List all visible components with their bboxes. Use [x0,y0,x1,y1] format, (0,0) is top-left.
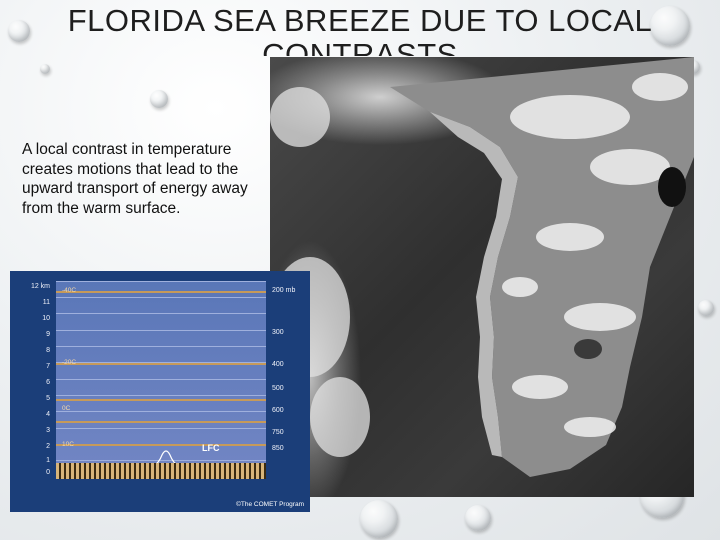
height-label: 12 km [30,283,50,290]
isotherm-line [56,291,266,293]
diagram-plot-area [56,281,266,477]
atmospheric-profile-diagram: 12 km 11 10 9 8 7 6 5 4 3 2 1 0 -40C -20… [10,271,310,512]
height-label: 1 [46,457,50,464]
water-droplet [650,6,690,46]
altitude-gridline [56,313,266,314]
height-label: 4 [46,411,50,418]
height-label: 8 [46,347,50,354]
water-droplet [360,500,398,538]
temperature-label: 0C [62,405,71,412]
altitude-gridline [56,411,266,412]
water-droplet [40,64,50,74]
altitude-gridline [56,297,266,298]
isotherm-line [56,399,266,401]
altitude-gridline [56,428,266,429]
height-label: 11 [42,299,50,306]
ground-surface-band [56,463,266,479]
pressure-label: 850 [272,445,284,452]
isotherm-line [56,444,266,446]
height-label: 0 [46,469,50,476]
pressure-label: 400 [272,361,284,368]
height-label: 6 [46,379,50,386]
pressure-label: 750 [272,429,284,436]
florida-satellite-image [270,57,694,497]
height-label: 3 [46,427,50,434]
pressure-label: 300 [272,329,284,336]
height-label: 10 [42,315,50,322]
water-droplet [8,20,30,42]
altitude-gridline [56,281,266,282]
comet-credit: ©The COMET Program [236,501,304,508]
water-droplet [465,505,491,531]
temperature-label: -20C [62,359,77,366]
isotherm-line [56,363,266,365]
water-droplet [698,300,714,316]
pressure-label: 600 [272,407,284,414]
height-label: 7 [46,363,50,370]
height-label: 5 [46,395,50,402]
altitude-gridline [56,395,266,396]
height-label: 9 [46,331,50,338]
temperature-label: 10C [62,441,74,448]
height-label: 2 [46,443,50,450]
altitude-gridline [56,346,266,347]
water-droplet [150,90,168,108]
temperature-label: -40C [62,287,77,294]
lfc-label: LFC [202,443,220,453]
altitude-gridline [56,460,266,461]
altitude-gridline [56,379,266,380]
slide-title: FLORIDA SEA BREEZE DUE TO LOCAL CONTRAST… [67,4,653,56]
slide-body-text: A local contrast in temperature creates … [22,141,248,217]
pressure-label: 500 [272,385,284,392]
altitude-gridline [56,330,266,331]
altitude-gridline [56,362,266,363]
pressure-label: 200 mb [272,287,296,294]
isotherm-line [56,421,266,423]
